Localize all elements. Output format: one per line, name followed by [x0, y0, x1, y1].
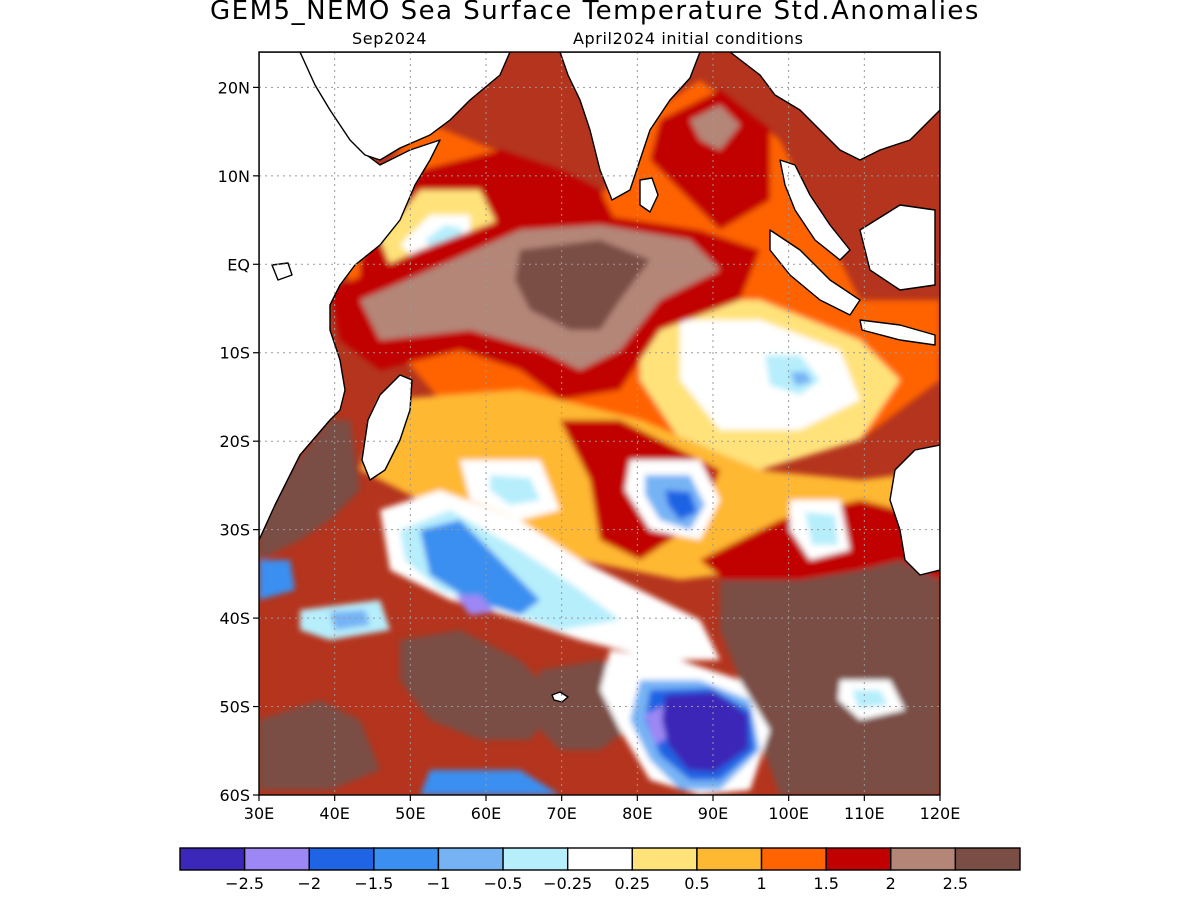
colorbar-label: −1.5 — [354, 874, 393, 893]
bay-of-bengal-core — [690, 105, 740, 150]
colorbar-label: 0.5 — [684, 874, 709, 893]
southern-ocean-cold-core — [662, 692, 748, 772]
india-land — [559, 52, 701, 201]
subtropical-cold-pool-core — [665, 490, 697, 520]
lon-tick-label: 80E — [622, 804, 652, 823]
lat-tick-label: EQ — [227, 255, 250, 274]
lat-tick-label: 30S — [219, 521, 250, 540]
colorbar-label: −2.5 — [225, 874, 264, 893]
kerguelen-island — [551, 691, 569, 703]
map-subtitle-month: Sep2024 — [352, 29, 428, 48]
lat-tick-label: 20S — [219, 432, 250, 451]
colorbar-swatch — [243, 847, 310, 871]
colorbar-swatch — [760, 847, 827, 871]
lat-tick-label: 60S — [219, 786, 250, 805]
socotra-island — [271, 262, 293, 281]
southwest-cold-core — [455, 595, 495, 615]
sri-lanka-land — [639, 177, 659, 213]
colorbar-label: −2 — [297, 874, 321, 893]
colorbar-swatch — [825, 847, 892, 871]
central-cold-patch-core — [490, 475, 540, 505]
map-frame — [258, 51, 941, 796]
colorbar-swatch — [631, 847, 698, 871]
colorbar-swatch — [890, 847, 957, 871]
lat-tick-label: 40S — [219, 609, 250, 628]
lon-tick-label: 40E — [319, 804, 349, 823]
madagascar-land — [361, 374, 413, 481]
colorbar-label: 2 — [886, 874, 896, 893]
colorbar-swatch — [696, 847, 763, 871]
colorbar-label: 1.5 — [813, 874, 838, 893]
lon-tick-label: 70E — [546, 804, 576, 823]
colorbar-label: 1 — [756, 874, 766, 893]
lat-tick-label: 20N — [218, 78, 250, 97]
cold-spot-east-core — [790, 372, 812, 386]
sumatra-land — [769, 229, 861, 316]
java-land — [859, 319, 936, 346]
southern-ocean-bottom-cold — [420, 770, 560, 795]
lon-tick-label: 60E — [471, 804, 501, 823]
southern-ocean-west-brown — [400, 630, 560, 740]
colorbar-swatch — [179, 847, 246, 871]
lat-tick-label: 50S — [219, 698, 250, 717]
colorbar-label: 2.5 — [943, 874, 968, 893]
east-cold-patch-core — [805, 512, 838, 545]
map-title: GEM5_NEMO Sea Surface Temperature Std.An… — [210, 0, 980, 26]
southern-ocean-east-cold-core — [852, 690, 888, 708]
southern-ocean-sw-brown — [259, 700, 380, 790]
australia-land — [889, 444, 940, 576]
lat-tick-label: 10S — [219, 344, 250, 363]
colorbar-label: 0.25 — [614, 874, 650, 893]
colorbar: −2.5 −2 −1.5 −1 −0.5 −0.25 0.25 0.5 1 1.5 2 2.5 — [179, 847, 1021, 893]
colorbar-label: −0.5 — [484, 874, 523, 893]
far-west-cold — [259, 560, 295, 600]
colorbar-swatch — [502, 847, 569, 871]
lon-tick-label: 90E — [698, 804, 728, 823]
colorbar-swatch — [954, 847, 1021, 871]
colorbar-swatch — [308, 847, 375, 871]
colorbar-label: −0.25 — [543, 874, 592, 893]
lon-tick-label: 120E — [920, 804, 961, 823]
lat-tick-label: 10N — [218, 167, 250, 186]
colorbar-swatch — [437, 847, 504, 871]
lon-tick-label: 110E — [844, 804, 885, 823]
southeast-asia-land — [729, 52, 940, 161]
lon-tick-label: 30E — [244, 804, 274, 823]
colorbar-swatch — [373, 847, 440, 871]
colorbar-label: −1 — [427, 874, 451, 893]
west-cold-pocket-core — [330, 610, 370, 630]
southern-ocean-east-brown — [720, 560, 940, 795]
southwest-cold-tongue — [420, 520, 540, 615]
malay-peninsula-land — [779, 159, 851, 261]
lon-tick-label: 50E — [395, 804, 425, 823]
borneo-land — [859, 204, 936, 291]
lon-tick-label: 100E — [768, 804, 809, 823]
map-subtitle-init: April2024 initial conditions — [573, 29, 804, 48]
colorbar-swatch — [566, 847, 634, 871]
equatorial-anomaly-core — [515, 240, 650, 330]
arabia-land — [299, 52, 511, 161]
